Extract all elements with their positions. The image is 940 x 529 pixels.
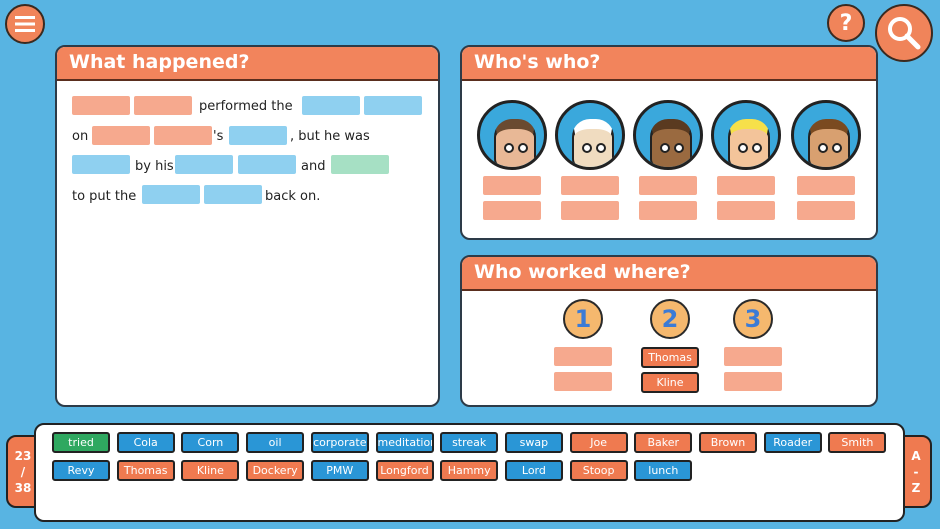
blank[interactable] (364, 96, 422, 115)
word-tile[interactable]: Hammy (440, 460, 499, 481)
name-blank[interactable] (483, 201, 541, 220)
sort-a: A (911, 448, 921, 463)
character-portrait[interactable] (633, 100, 703, 170)
story-text-fragment: to put the (72, 189, 137, 204)
magnifier-icon (888, 17, 921, 50)
sort-z: Z (911, 480, 921, 495)
word-tile[interactable]: Brown (699, 432, 757, 453)
word-tile[interactable]: Thomas (116, 460, 175, 481)
blank[interactable] (142, 185, 200, 204)
word-tile[interactable]: meditation (375, 432, 434, 453)
word-tile[interactable]: Roader (763, 432, 822, 453)
name-blank[interactable] (724, 347, 782, 366)
word-tile[interactable]: Smith (828, 432, 887, 453)
word-tile[interactable]: tried (52, 432, 110, 453)
blank[interactable] (302, 96, 360, 115)
word-tile[interactable]: PMW (310, 460, 369, 481)
panel-title: What happened? (57, 47, 438, 81)
story-text-fragment: performed the (199, 99, 293, 114)
question-icon: ? (839, 10, 853, 36)
character-portrait[interactable] (711, 100, 781, 170)
placed-name-tile[interactable]: Thomas (641, 347, 699, 368)
blank[interactable] (72, 96, 130, 115)
name-blank[interactable] (561, 176, 619, 195)
blank[interactable] (238, 155, 296, 174)
character-face (572, 119, 614, 167)
word-tile[interactable]: Lord (504, 460, 563, 481)
character-face (728, 119, 770, 167)
word-tile[interactable]: Joe (569, 432, 628, 453)
word-tile[interactable]: Baker (634, 432, 693, 453)
name-blank[interactable] (724, 372, 782, 391)
name-blank[interactable] (554, 347, 612, 366)
blank[interactable] (92, 126, 150, 145)
name-blank[interactable] (561, 201, 619, 220)
word-tile[interactable]: swap (504, 432, 563, 453)
word-tile[interactable]: Revy (52, 460, 110, 481)
blank[interactable] (229, 126, 287, 145)
sort-dash: - (913, 464, 919, 479)
word-count-slash: / (20, 464, 26, 479)
story-text-fragment: 's (213, 129, 224, 144)
blank[interactable] (204, 185, 262, 204)
word-tile[interactable]: Corn (181, 432, 240, 453)
location-number-badge: 2 (650, 299, 690, 339)
sort-az-button[interactable]: A - Z (900, 435, 932, 508)
story-text-fragment: on (72, 129, 89, 144)
hamburger-icon (15, 16, 35, 32)
location-number-badge: 1 (563, 299, 603, 339)
character-portrait[interactable] (555, 100, 625, 170)
word-tile[interactable]: Dockery (246, 460, 305, 481)
character-portrait[interactable] (477, 100, 547, 170)
word-count: 23 (14, 448, 32, 463)
name-blank[interactable] (554, 372, 612, 391)
story-text-fragment: by his (135, 159, 174, 174)
character-portrait[interactable] (791, 100, 861, 170)
word-total: 38 (14, 480, 32, 495)
placed-name-tile[interactable]: Kline (641, 372, 699, 393)
word-tile[interactable]: Longford (375, 460, 434, 481)
blank[interactable] (331, 155, 389, 174)
story-text-fragment: , but he was (290, 129, 370, 144)
name-blank[interactable] (717, 176, 775, 195)
character-face (650, 119, 692, 167)
menu-button[interactable] (5, 4, 45, 44)
word-tile[interactable]: lunch (634, 460, 693, 481)
blank[interactable] (72, 155, 130, 174)
blank[interactable] (154, 126, 212, 145)
help-button[interactable]: ? (827, 4, 865, 42)
word-tile[interactable]: corporate (310, 432, 369, 453)
word-tile[interactable]: Kline (181, 460, 240, 481)
name-blank[interactable] (483, 176, 541, 195)
name-blank[interactable] (639, 176, 697, 195)
name-blank[interactable] (797, 176, 855, 195)
word-tile[interactable]: streak (440, 432, 499, 453)
story-text-fragment: and (301, 159, 326, 174)
word-tile[interactable]: Stoop (569, 460, 628, 481)
word-tile[interactable]: oil (246, 432, 305, 453)
name-blank[interactable] (639, 201, 697, 220)
word-tile[interactable]: Cola (116, 432, 175, 453)
blank[interactable] (134, 96, 192, 115)
panel-title: Who's who? (462, 47, 876, 81)
character-face (494, 119, 536, 167)
location-number-badge: 3 (733, 299, 773, 339)
blank[interactable] (175, 155, 233, 174)
panel-title: Who worked where? (462, 257, 876, 291)
name-blank[interactable] (797, 201, 855, 220)
name-blank[interactable] (717, 201, 775, 220)
story-text-fragment: back on. (265, 189, 321, 204)
character-face (808, 119, 850, 167)
search-button[interactable] (875, 4, 933, 62)
